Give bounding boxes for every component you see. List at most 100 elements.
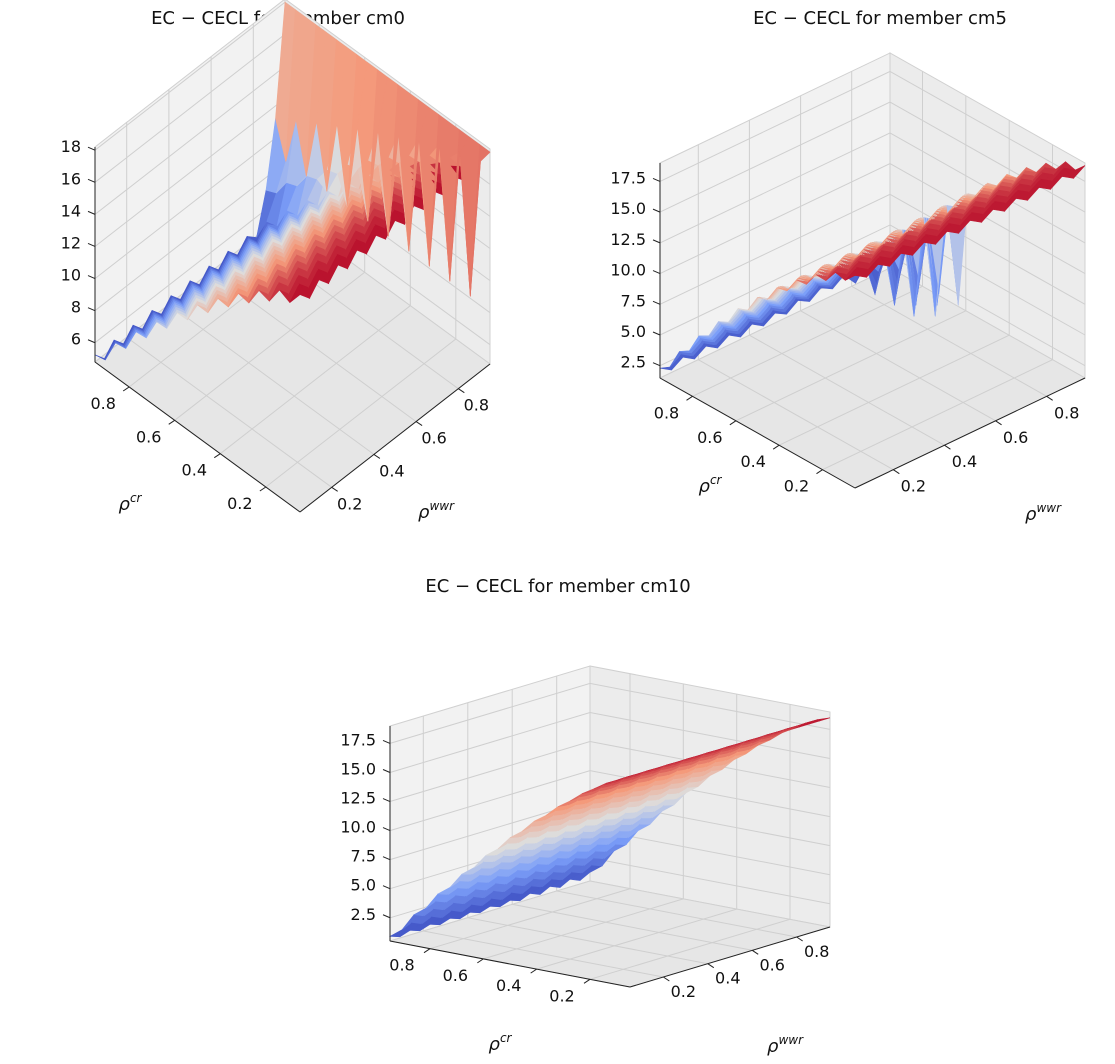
z-tick-label: 17.5	[340, 730, 376, 749]
y-tick-label: 0.6	[421, 429, 446, 448]
z-tick-label: 14	[61, 201, 81, 220]
x-tick	[729, 420, 737, 426]
gridline	[659, 132, 1086, 244]
surface-chart-cm10: EC − CECL for member cm10 0.2 0.4 0.6 0.8 0.…	[340, 576, 831, 1057]
chart-panel-cm10: EC − CECL for member cm10 0.2 0.4 0.6 0.8 0.…	[275, 560, 875, 1064]
x-tick	[423, 948, 431, 954]
x-axis-label: ρcr	[119, 491, 143, 515]
y-tick	[796, 936, 803, 942]
z-tick-label: 12.5	[340, 789, 376, 808]
z-tick	[652, 177, 661, 182]
y-tick	[893, 469, 900, 475]
y-tick-label: 0.8	[804, 942, 829, 961]
z-tick-label: 2.5	[621, 353, 646, 372]
chart-title: EC − CECL for member cm5	[753, 8, 1007, 29]
z-tick-label: 10.0	[340, 818, 376, 837]
gridline	[589, 704, 791, 980]
z-tick	[652, 208, 661, 213]
z-tick	[87, 275, 96, 280]
gridline	[467, 702, 708, 965]
z-tick	[382, 798, 391, 803]
chart-title: EC − CECL for member cm10	[425, 576, 690, 597]
x-tick-label: 0.6	[697, 428, 722, 447]
x-tick	[122, 386, 130, 392]
y-axis-line	[854, 377, 1086, 489]
gridline	[851, 71, 1047, 397]
y-tick-label: 0.4	[379, 461, 404, 480]
gridline	[389, 740, 831, 802]
x-tick	[583, 978, 591, 984]
x-tick-label: 0.4	[740, 452, 765, 471]
z-tick-label: 7.5	[351, 847, 376, 866]
gridline	[692, 71, 923, 397]
y-tick	[751, 949, 759, 955]
y-tick-label: 0.8	[464, 396, 489, 415]
x-tick-label: 0.8	[90, 394, 115, 413]
y-tick	[373, 454, 381, 459]
x-tick	[772, 444, 780, 450]
x-axis-label: ρcr	[489, 1031, 513, 1055]
x-tick	[168, 419, 175, 425]
y-tick-label: 0.2	[901, 477, 926, 496]
z-tick-label: 12.5	[610, 230, 646, 249]
surface-patch	[470, 144, 491, 297]
surface-chart-cm0: EC − CECL for member cm0 0.20.40.60.80.2…	[61, 0, 491, 523]
z-tick	[652, 362, 661, 367]
y-tick	[1046, 395, 1053, 401]
y-axis-label: ρwwr	[767, 1033, 804, 1057]
x-tick	[530, 968, 537, 974]
gridline	[659, 193, 1086, 305]
z-tick-label: 15.0	[610, 199, 646, 218]
chart-panel-cm5: EC − CECL for member cm5 0.2 0.4 0.6 0.8 0.2…	[555, 0, 1115, 564]
z-tick	[87, 243, 96, 247]
gridline	[697, 144, 894, 471]
z-tick-label: 15.0	[340, 759, 376, 778]
y-tick	[458, 388, 465, 394]
z-tick	[382, 885, 391, 890]
y-tick-label: 0.2	[671, 982, 696, 1001]
y-tick-label: 0.2	[337, 494, 362, 513]
z-tick-label: 17.5	[610, 168, 646, 187]
z-tick-label: 6	[71, 330, 81, 349]
y-tick	[995, 420, 1002, 426]
y-tick	[707, 963, 715, 969]
z-tick	[382, 827, 391, 832]
z-tick	[87, 146, 96, 151]
z-tick	[652, 300, 661, 305]
z-tick	[87, 178, 96, 183]
gridline	[659, 70, 1086, 182]
chart-panel-cm0: EC − CECL for member cm0 0.20.40.60.80.2…	[0, 0, 560, 564]
x-tick-label: 0.2	[784, 477, 809, 496]
z-tick-label: 5.0	[621, 322, 646, 341]
z-tick-label: 16	[61, 169, 81, 188]
z-tick	[652, 331, 661, 336]
gridline	[511, 689, 753, 951]
gridline	[735, 95, 967, 422]
gridline	[659, 224, 1086, 336]
y-tick	[663, 976, 670, 982]
gridline	[536, 694, 738, 970]
gridline	[389, 682, 831, 744]
x-axis-label: ρcr	[699, 473, 723, 497]
x-tick-label: 0.8	[389, 956, 414, 975]
z-tick	[382, 856, 391, 861]
z-tick	[382, 769, 391, 773]
z-tick	[87, 307, 96, 312]
surface-patch	[1062, 165, 1086, 179]
gridline	[659, 163, 1086, 275]
z-tick-label: 5.0	[351, 876, 376, 895]
x-tick	[686, 395, 693, 401]
y-tick-label: 0.6	[1003, 428, 1028, 447]
z-tick	[87, 210, 96, 215]
z-tick	[652, 239, 661, 244]
x-tick-label: 0.4	[496, 976, 521, 995]
z-tick-label: 8	[71, 298, 81, 317]
z-tick-label: 18	[61, 137, 81, 156]
x-tick-label: 0.8	[654, 403, 679, 422]
z-tick-label: 12	[61, 233, 81, 252]
z-tick	[382, 914, 391, 919]
z-tick-label: 10	[61, 266, 81, 285]
surface-patch	[807, 717, 831, 723]
gridline	[422, 716, 664, 978]
x-tick	[816, 469, 823, 475]
